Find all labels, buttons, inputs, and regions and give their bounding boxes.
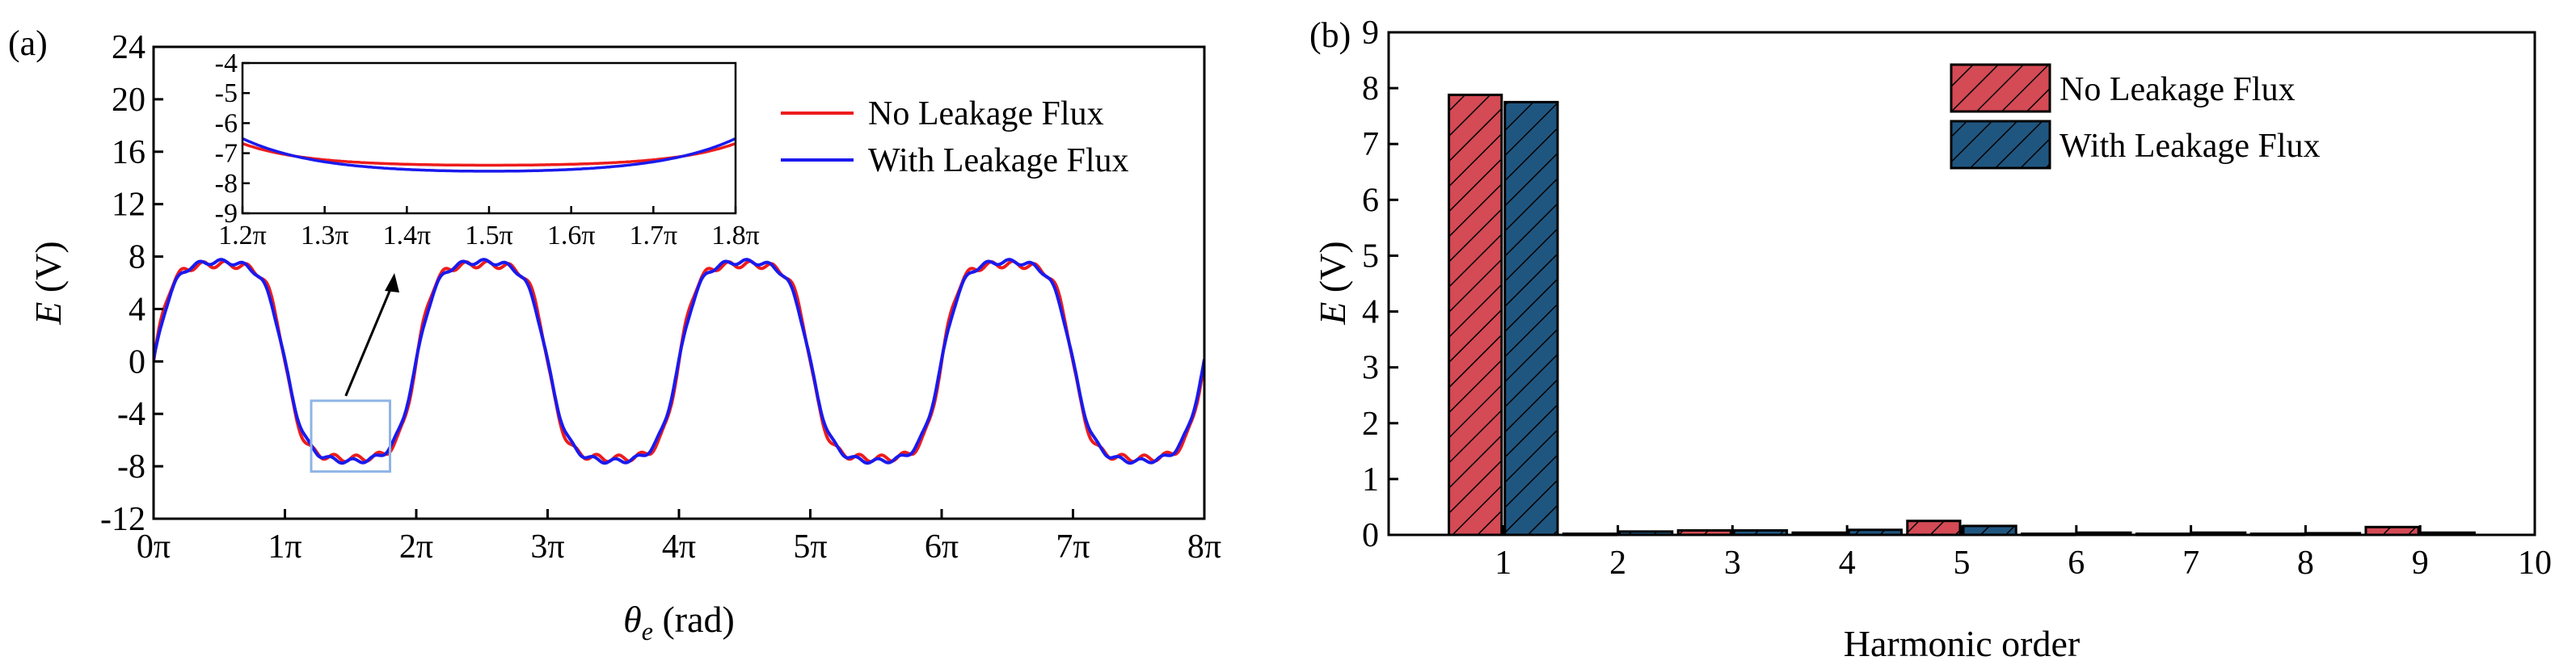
bar-no-leakage-h5	[1906, 520, 1962, 536]
chart-a-x-tick-label: 3π	[530, 528, 564, 566]
zoom-arrowhead	[385, 273, 399, 292]
chart-a-x-tick-label: 2π	[399, 528, 433, 566]
chart-a-y-tick-label: -4	[117, 396, 145, 433]
chart-b-y-tick-label: 0	[1362, 517, 1379, 554]
chart-b-y-tick-label: 9	[1362, 15, 1379, 52]
inset-y-tick-label: -7	[215, 139, 238, 169]
zoom-arrow	[344, 279, 396, 397]
chart-b-y-tick-label: 8	[1362, 70, 1379, 107]
chart-a-x-tick-label: 1π	[268, 528, 301, 566]
chart-b-x-tick-label: 1	[1495, 545, 1511, 582]
inset-series-line-with-leakage	[242, 137, 736, 173]
inset-y-tick-label: -6	[215, 108, 238, 138]
bar-no-leakage-h1	[1448, 93, 1503, 536]
inset-x-tick-label: 1.8π	[711, 221, 760, 250]
chart-b-x-tick-label: 4	[1839, 545, 1856, 582]
inset-y-tick-label: -9	[215, 199, 238, 229]
bar-with-leakage-h1	[1503, 100, 1559, 536]
chart-a-y-tick-label: 16	[112, 134, 145, 171]
chart-b-y-tick-label: 2	[1362, 406, 1379, 443]
inset-y-tick-label: -8	[215, 169, 238, 199]
chart-a-legend: No Leakage Flux With Leakage Flux	[781, 95, 1129, 179]
chart-b-x-tick-label: 5	[1954, 545, 1971, 582]
chart-b-legend: No Leakage Flux With Leakage Flux	[1950, 63, 2321, 170]
inset-series-line-no-leakage	[242, 141, 736, 167]
chart-b-y-tick-label: 5	[1362, 238, 1379, 275]
chart-a-y-tick-label: 8	[129, 239, 145, 276]
chart-a-series-line-with-leakage	[154, 258, 1204, 465]
chart-a-y-tick-label: 20	[112, 82, 145, 119]
chart-b-x-tick-label: 10	[2518, 545, 2552, 582]
inset-x-tick-label: 1.5π	[465, 221, 513, 250]
chart-b-x-tick-label: 8	[2297, 545, 2314, 582]
chart-a-y-tick-label: 0	[129, 343, 145, 381]
chart-a-y-tick-label: 4	[129, 291, 145, 328]
bar-with-leakage-h5	[1962, 524, 2017, 536]
inset-x-tick-label: 1.2π	[218, 221, 267, 250]
chart-b-x-tick-label: 2	[1609, 545, 1626, 582]
chart-a-x-symbol: θ	[623, 599, 642, 640]
inset-y-tick-label: -5	[215, 78, 238, 108]
chart-b-x-tick-label: 9	[2412, 545, 2429, 582]
chart-b-y-unit: (V)	[1312, 241, 1353, 301]
chart-a-y-tick-label: 12	[112, 187, 145, 224]
chart-a-y-tick-label: -12	[100, 501, 145, 538]
chart-b-y-tick-label: 6	[1362, 182, 1379, 219]
legend-b-swatch-with-leakage	[1950, 120, 2051, 170]
chart-b-y-axis-label: E (V)	[1312, 241, 1353, 325]
chart-b-y-tick-label: 3	[1362, 350, 1379, 387]
chart-a-x-tick-label: 0π	[137, 528, 171, 566]
inset-x-tick-label: 1.6π	[547, 221, 596, 250]
chart-b-x-axis-label: Harmonic order	[1844, 623, 2081, 664]
chart-a-x-unit: (rad)	[653, 599, 735, 640]
inset-x-tick-label: 1.3π	[301, 221, 349, 250]
panel-b-label: (b)	[1309, 15, 1351, 55]
chart-a-x-axis-label: θe (rad)	[623, 599, 735, 646]
chart-a-x-tick-label: 6π	[925, 528, 959, 566]
inset-y-tick-label: -4	[215, 48, 238, 78]
zoom-box	[310, 399, 391, 473]
legend-b-with-leakage-label: With Leakage Flux	[2060, 128, 2321, 165]
chart-b: 0 1 2 3 4 5 6 7 8 9 1 2 3 4 5 6 7 8 9 10 E (V) Harmonic or…	[1312, 15, 2552, 664]
chart-a-x-tick-label: 5π	[793, 528, 827, 566]
chart-a-x-tick-label: 7π	[1056, 528, 1090, 566]
inset-background	[242, 63, 736, 213]
inset-x-tick-label: 1.4π	[382, 221, 431, 250]
chart-a-y-symbol: E	[27, 302, 69, 326]
inset-x-tick-label: 1.7π	[629, 221, 677, 250]
chart-a-y-tick-label: -8	[117, 448, 145, 486]
chart-b-y-symbol: E	[1312, 302, 1353, 326]
chart-b-x-tick-label: 7	[2182, 545, 2199, 582]
panel-a-label: (a)	[8, 23, 48, 63]
chart-a-y-axis-label: E (V)	[27, 241, 69, 325]
chart-a-x-subscript: e	[642, 616, 653, 646]
legend-a-no-leakage-label: No Leakage Flux	[868, 95, 1104, 133]
chart-a-y-unit: (V)	[27, 241, 69, 301]
chart-b-y-tick-label: 7	[1362, 126, 1379, 163]
chart-b-x-tick-label: 6	[2068, 545, 2085, 582]
chart-b-y-tick-label: 4	[1362, 294, 1379, 331]
legend-b-no-leakage-label: No Leakage Flux	[2060, 71, 2296, 108]
legend-a-with-leakage-label: With Leakage Flux	[868, 142, 1129, 179]
chart-a: -12 -8 -4 0 4 8 12 16 20 24 0π 1π 2π 3π 4π 5π 6π 7π 8π E …	[27, 29, 1221, 646]
chart-a-y-tick-label: 24	[112, 29, 145, 66]
chart-b-y-tick-label: 1	[1362, 461, 1379, 499]
chart-a-x-tick-label: 4π	[662, 528, 696, 566]
chart-b-x-tick-label: 3	[1724, 545, 1741, 582]
legend-b-swatch-no-leakage	[1950, 63, 2051, 113]
inset-chart: -4-5-6-7-8-9 1.2π 1.3π 1.4π 1.5π 1.6π 1.7π 1.8…	[215, 48, 760, 250]
chart-a-x-tick-label: 8π	[1187, 528, 1221, 566]
